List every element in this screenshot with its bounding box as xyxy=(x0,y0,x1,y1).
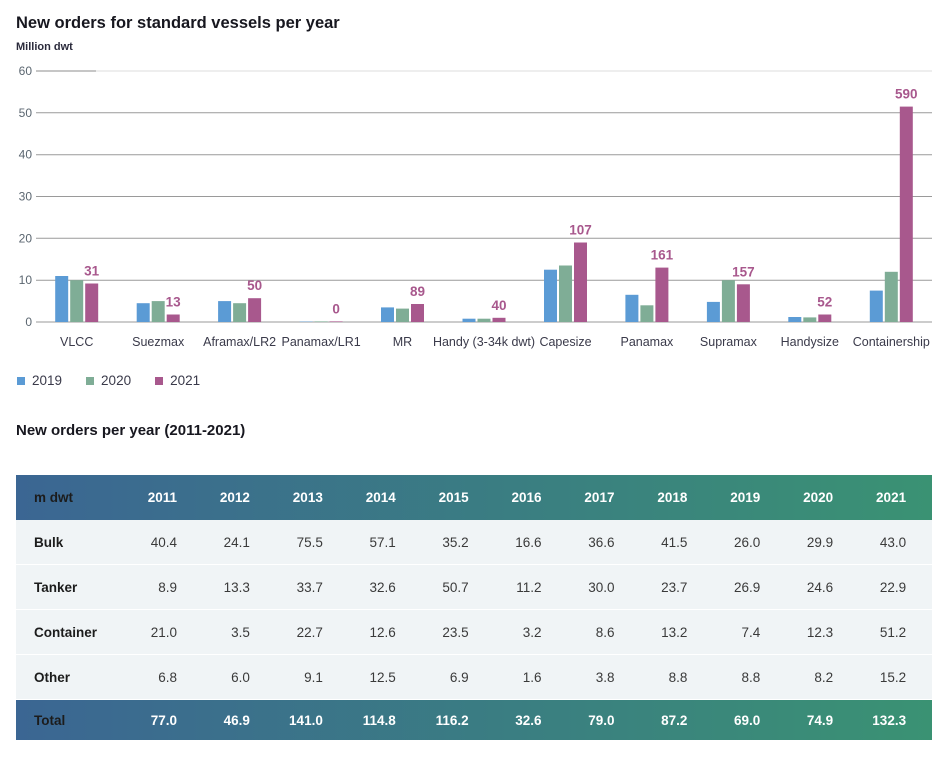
svg-text:Containership: Containership xyxy=(853,335,930,349)
svg-text:0: 0 xyxy=(332,301,340,316)
svg-text:157: 157 xyxy=(732,264,755,279)
svg-text:161: 161 xyxy=(651,248,674,263)
svg-text:Panamax: Panamax xyxy=(620,335,674,349)
svg-text:52: 52 xyxy=(817,295,832,310)
svg-text:Capesize: Capesize xyxy=(539,335,591,349)
svg-text:Supramax: Supramax xyxy=(700,335,758,349)
svg-text:Handysize: Handysize xyxy=(781,335,839,349)
svg-text:89: 89 xyxy=(410,284,425,299)
svg-text:50: 50 xyxy=(247,278,262,293)
svg-text:Aframax/LR2: Aframax/LR2 xyxy=(203,335,276,349)
svg-text:VLCC: VLCC xyxy=(60,335,93,349)
svg-text:40: 40 xyxy=(491,298,506,313)
svg-text:MR: MR xyxy=(393,335,412,349)
svg-text:40: 40 xyxy=(19,148,33,162)
svg-text:13: 13 xyxy=(166,295,182,310)
svg-text:31: 31 xyxy=(84,264,100,279)
svg-text:20: 20 xyxy=(19,231,33,245)
svg-text:50: 50 xyxy=(19,106,33,120)
svg-text:30: 30 xyxy=(19,190,33,204)
svg-text:Suezmax: Suezmax xyxy=(132,335,185,349)
svg-text:Handy (3-34k dwt): Handy (3-34k dwt) xyxy=(433,335,535,349)
svg-text:590: 590 xyxy=(895,87,918,102)
svg-text:107: 107 xyxy=(569,223,592,238)
svg-text:0: 0 xyxy=(25,315,32,329)
svg-text:10: 10 xyxy=(19,273,33,287)
svg-text:Panamax/LR1: Panamax/LR1 xyxy=(281,335,360,349)
svg-text:60: 60 xyxy=(19,64,33,78)
